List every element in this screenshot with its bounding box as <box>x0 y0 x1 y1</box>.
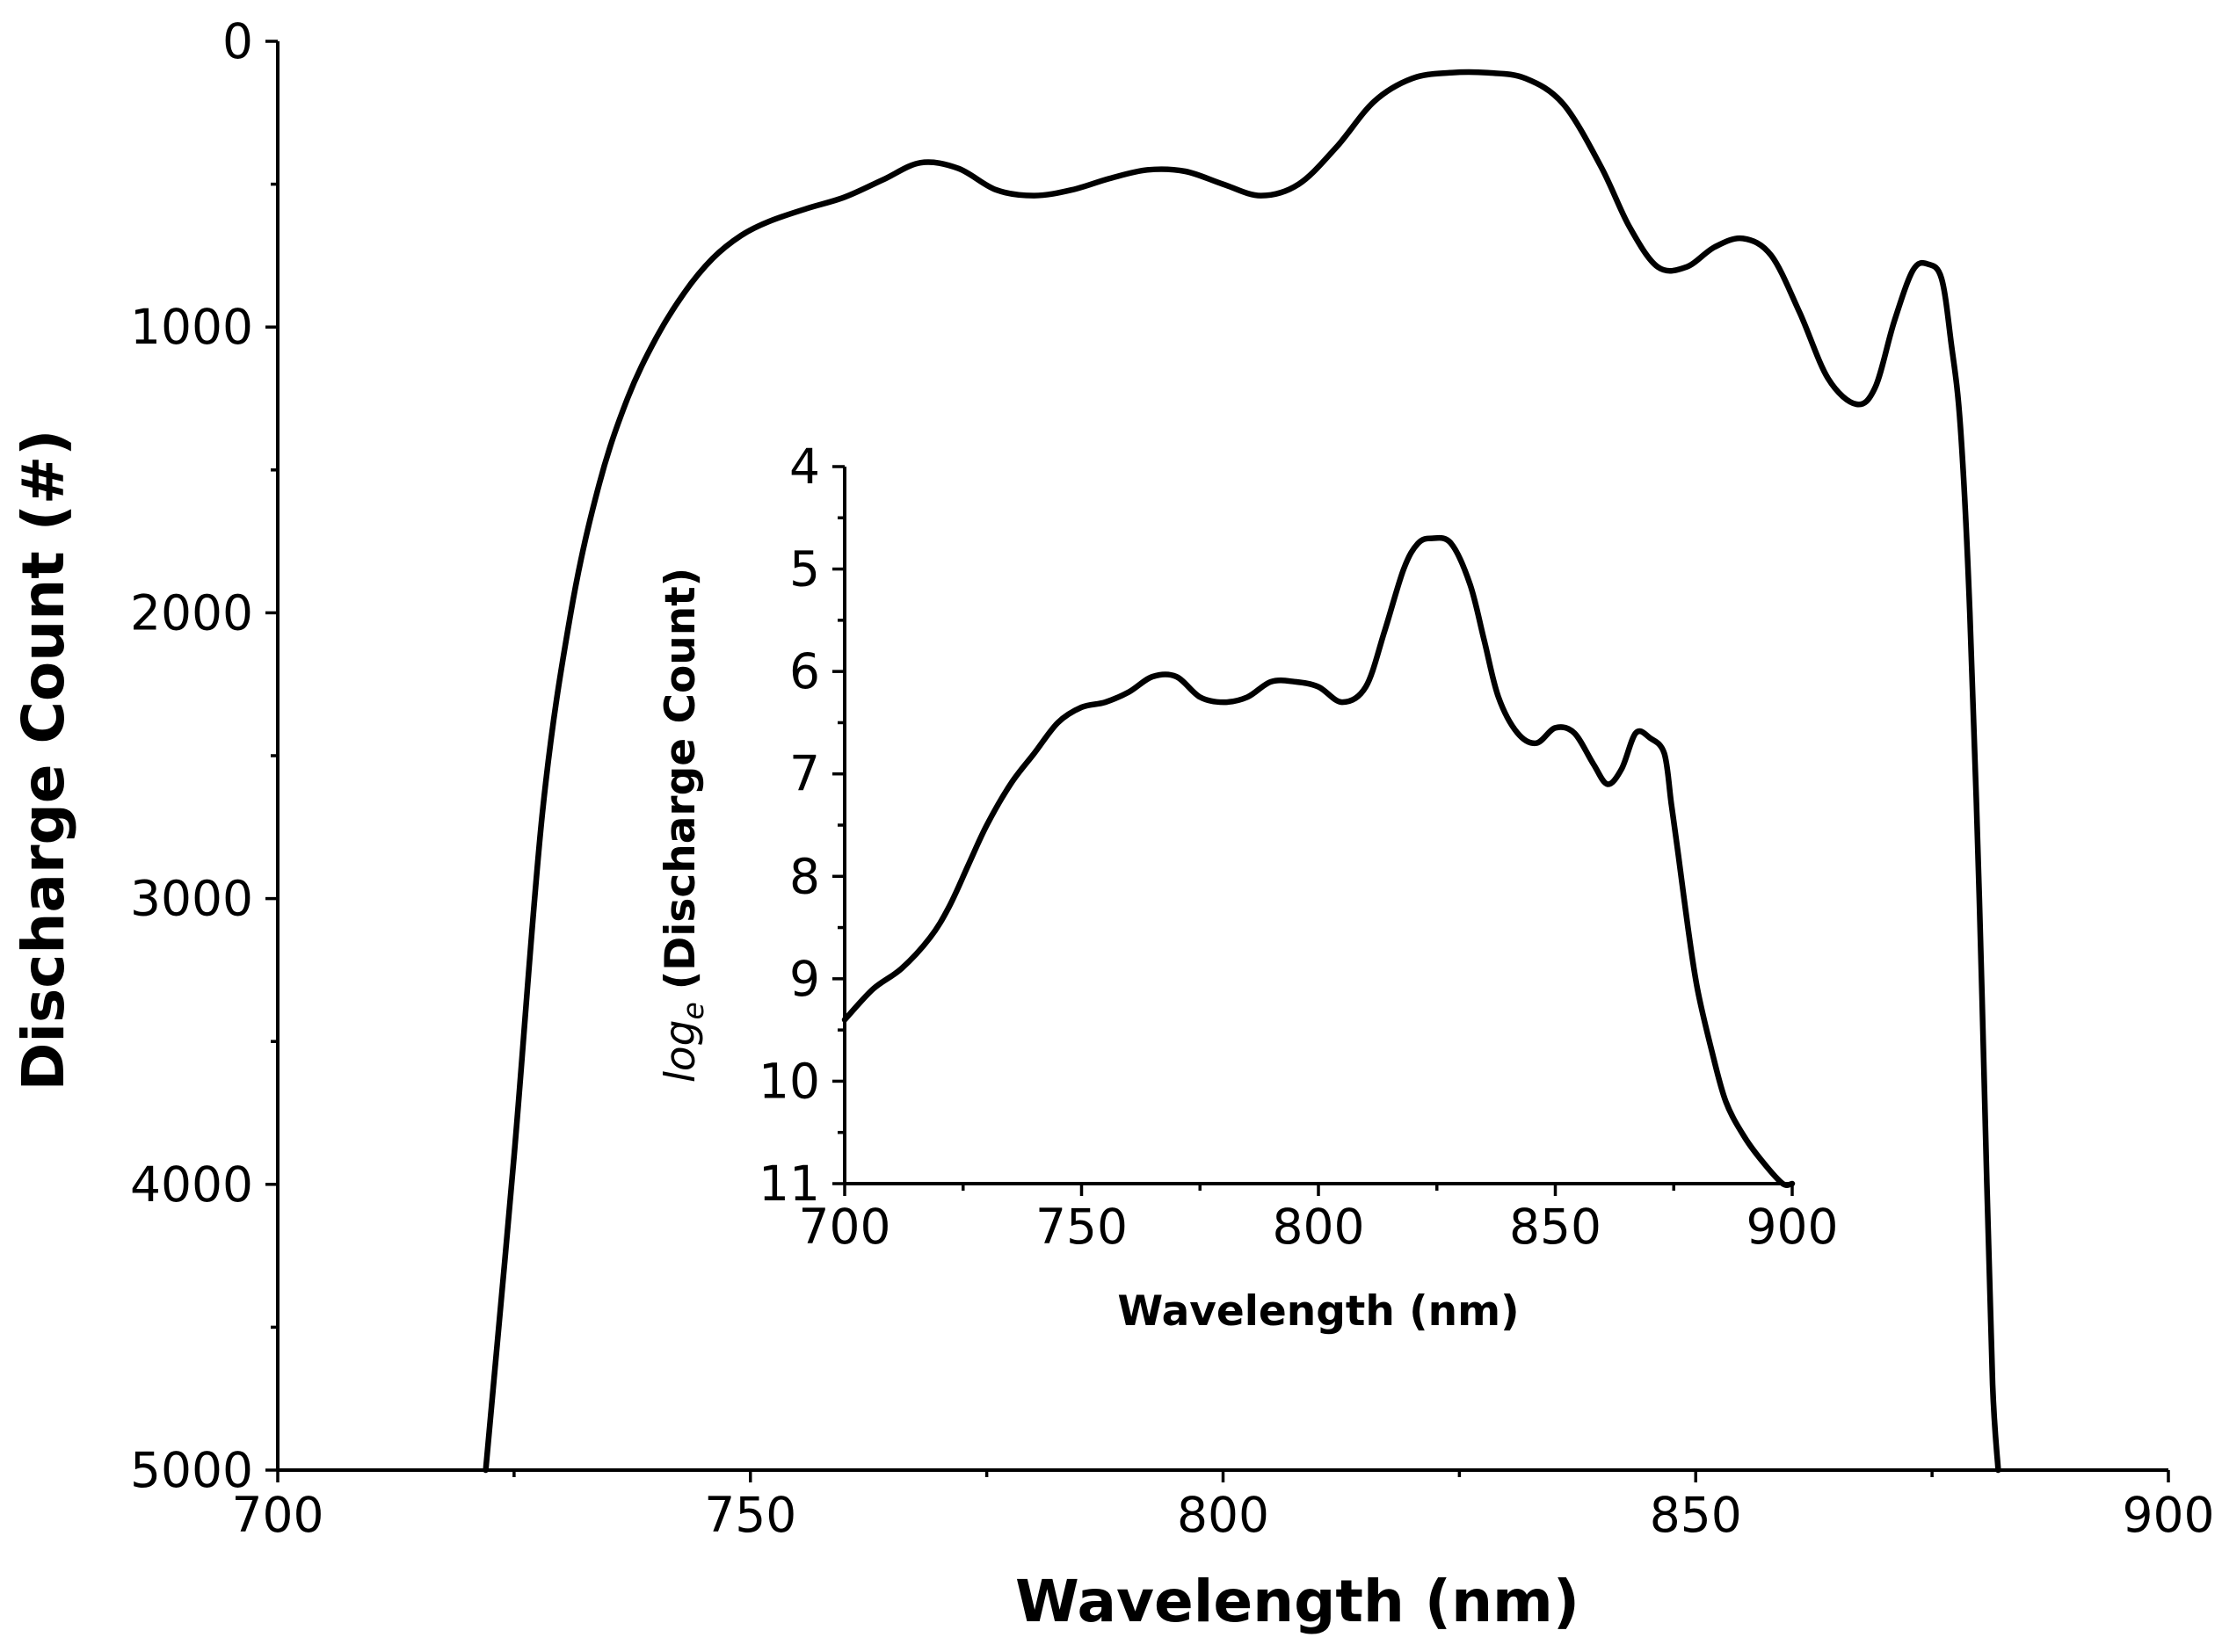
main-y-tick-label: 4000 <box>130 1156 253 1213</box>
inset-y-tick-label: 10 <box>759 1053 820 1109</box>
inset-y-tick-label: 9 <box>789 951 820 1007</box>
inset-y-tick-label: 8 <box>789 848 820 904</box>
main-y-tick-label: 5000 <box>130 1442 253 1498</box>
main-y-tick-label: 1000 <box>130 299 253 355</box>
inset-y-tick-label: 4 <box>789 438 820 495</box>
inset-x-ticks: 700 750 800 850 900 <box>799 1184 1839 1255</box>
main-x-tick-label: 750 <box>704 1487 796 1543</box>
inset-y-tick-label: 7 <box>789 746 820 802</box>
inset-x-axis-title: Wavelength (nm) <box>1117 1287 1519 1336</box>
inset-y-axis-title-log: log <box>657 1019 705 1083</box>
inset-y-axis-title: loge (Discharge Count) <box>657 568 710 1083</box>
inset-y-tick-label: 5 <box>789 541 820 598</box>
main-y-axis-title: Discharge Count (#) <box>10 430 77 1091</box>
inset-x-tick-label: 850 <box>1509 1199 1601 1255</box>
main-x-ticks: 700 750 800 850 900 <box>232 1470 2215 1543</box>
main-y-ticks: 0 1000 2000 3000 4000 5000 <box>130 13 278 1498</box>
main-y-tick-label: 0 <box>222 13 253 69</box>
inset-y-axis-title-subscript: e <box>676 1002 710 1019</box>
inset-series-line <box>841 534 1796 1188</box>
inset-y-axis-title-main: (Discharge Count) <box>657 568 705 989</box>
main-chart: 700 750 800 850 900 0 1000 2000 3000 4000 5000 Wa… <box>10 13 2214 1635</box>
main-y-tick-label: 3000 <box>130 871 253 927</box>
main-y-tick-label: 2000 <box>130 584 253 641</box>
inset-x-tick-label: 700 <box>799 1199 891 1255</box>
inset-y-tick-label: 11 <box>759 1156 820 1212</box>
main-x-tick-label: 800 <box>1177 1487 1269 1543</box>
main-series-line <box>483 69 2001 1474</box>
main-x-axis-title: Wavelength (nm) <box>1015 1568 1579 1635</box>
main-x-tick-label: 700 <box>232 1487 324 1543</box>
inset-x-tick-label: 800 <box>1273 1199 1365 1255</box>
inset-y-ticks: 4 5 6 7 8 9 10 11 <box>759 438 845 1212</box>
inset-x-tick-label: 750 <box>1035 1199 1128 1255</box>
main-x-tick-label: 850 <box>1650 1487 1742 1543</box>
inset-y-tick-label: 6 <box>789 643 820 699</box>
main-x-tick-label: 900 <box>2123 1487 2215 1543</box>
inset-x-tick-label: 900 <box>1746 1199 1839 1255</box>
inset-chart: 700 750 800 850 900 4 5 6 7 8 9 10 11 Wavelength (n… <box>657 438 1838 1336</box>
